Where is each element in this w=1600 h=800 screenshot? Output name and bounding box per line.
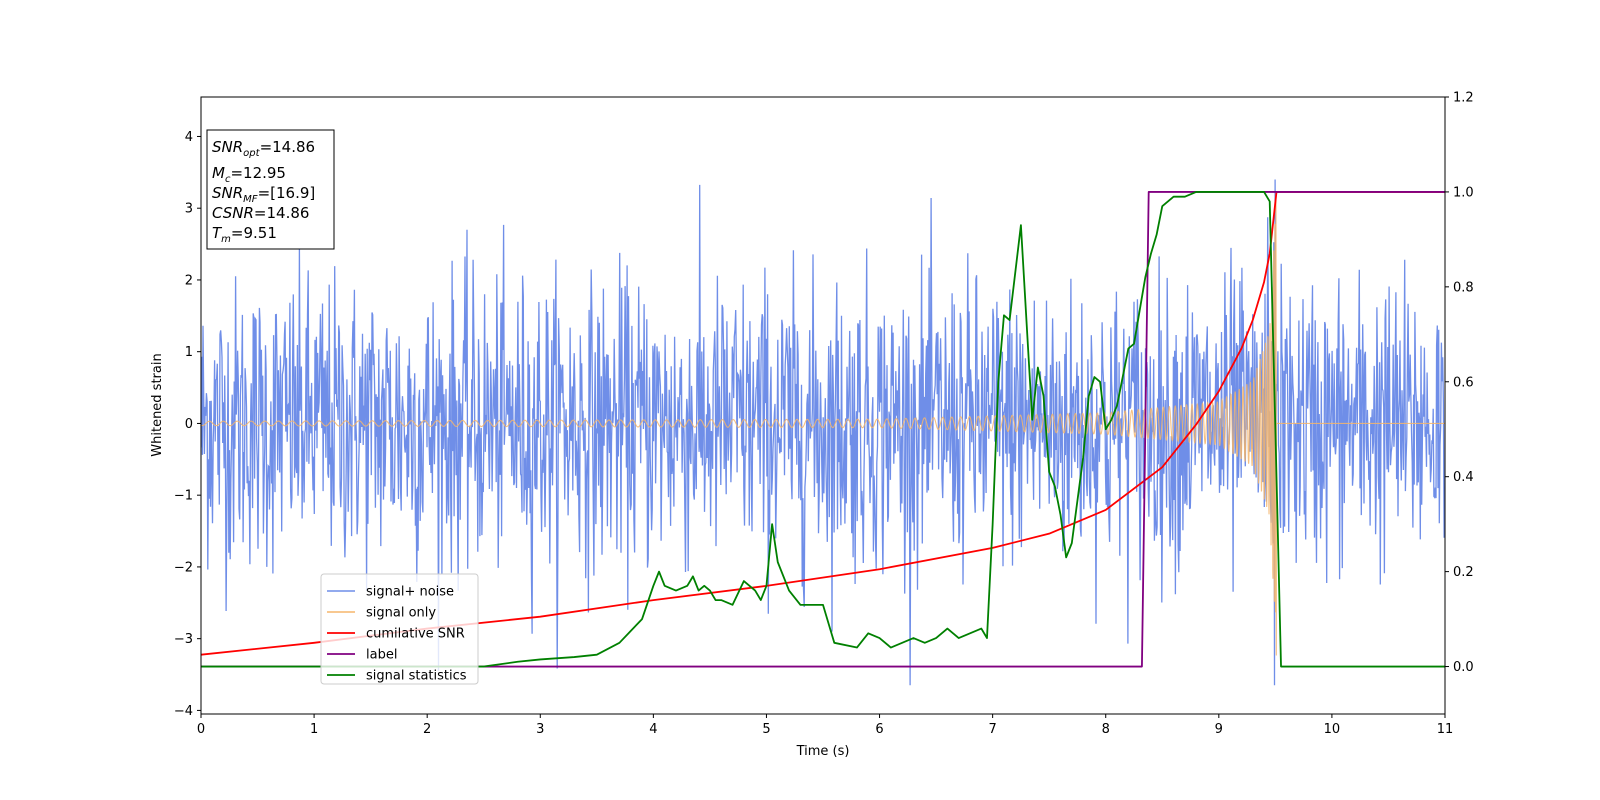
x-tick-label: 7 <box>988 722 996 737</box>
x-tick-label: 5 <box>762 722 770 737</box>
plot-frame <box>200 96 1446 715</box>
right-y-tick-label: 0.8 <box>1453 280 1474 295</box>
cumulative-snr-line <box>201 191 1445 656</box>
signal-statistics-series <box>201 191 1445 668</box>
x-tick-label: 9 <box>1215 722 1223 737</box>
annotation-line-tm: Tm=9.51 <box>212 224 277 245</box>
annotation-line-snr-opt: SNRopt=14.86 <box>212 138 315 159</box>
x-tick-label: 0 <box>197 722 205 737</box>
y-axis-label: Whitened strain <box>150 353 165 456</box>
x-tick-label: 1 <box>310 722 318 737</box>
annotation-line-csnr: CSNR=14.86 <box>212 204 309 222</box>
annotation-line-snr-mf: SNRMF=[16.9] <box>212 184 315 205</box>
x-tick-label: 11 <box>1437 722 1454 737</box>
cumulative-snr-series <box>201 191 1445 656</box>
right-y-tick-label: 0.4 <box>1453 470 1474 485</box>
right-y-tick-label: 0.0 <box>1453 660 1474 675</box>
plot-area <box>201 179 1445 686</box>
left-y-tick-label: −3 <box>174 632 193 647</box>
left-y-axis: −4 −3 −2 −1 0 1 2 3 4 <box>174 130 201 719</box>
x-tick-label: 10 <box>1324 722 1341 737</box>
left-y-tick-label: 4 <box>185 130 193 145</box>
legend-entry-signal-only: signal only <box>327 606 436 621</box>
signal-statistics-line <box>201 191 1445 668</box>
legend-entry-label: label <box>327 648 397 663</box>
left-y-tick-label: 0 <box>185 417 193 432</box>
x-axis-label: Time (s) <box>796 744 850 759</box>
legend-label: signal only <box>366 606 436 621</box>
right-y-tick-label: 0.6 <box>1453 375 1474 390</box>
signal-only-series <box>201 200 1445 656</box>
left-y-tick-label: 2 <box>185 273 193 288</box>
signal-only-line <box>201 200 1445 656</box>
legend: signal+ noise signal only cumilative SNR la… <box>320 573 479 685</box>
left-y-tick-label: 3 <box>185 202 193 217</box>
legend-entry-cumulative-snr: cumilative SNR <box>327 627 465 642</box>
annotation-line-mc: Mc=12.95 <box>212 164 286 185</box>
legend-frame <box>320 573 479 685</box>
left-y-tick-label: −4 <box>174 704 193 719</box>
right-y-tick-label: 1.2 <box>1453 91 1474 106</box>
right-y-tick-label: 0.2 <box>1453 565 1474 580</box>
legend-label: cumilative SNR <box>366 627 465 642</box>
legend-entry-signal-statistics: signal statistics <box>327 669 467 684</box>
annotation-frame <box>206 129 335 250</box>
right-y-axis: 0.0 0.2 0.4 0.6 0.8 1.0 1.2 <box>1445 91 1474 675</box>
x-tick-label: 3 <box>536 722 544 737</box>
x-tick-label: 2 <box>423 722 431 737</box>
x-axis: 0 1 2 3 4 5 6 7 8 9 10 11 <box>197 714 1453 737</box>
left-y-tick-label: −2 <box>174 560 193 575</box>
annotation-box: SNRopt=14.86 Mc=12.95 SNRMF=[16.9] CSNR=… <box>206 129 335 250</box>
legend-label: signal+ noise <box>366 585 454 600</box>
left-y-tick-label: 1 <box>185 345 193 360</box>
left-y-tick-label: −1 <box>174 489 193 504</box>
legend-entry-signal-noise: signal+ noise <box>327 585 454 600</box>
signal-noise-series <box>201 179 1445 686</box>
legend-label: label <box>366 648 397 663</box>
legend-label: signal statistics <box>366 669 467 684</box>
signal-noise-line <box>201 179 1445 686</box>
x-tick-label: 8 <box>1102 722 1110 737</box>
x-tick-label: 4 <box>649 722 657 737</box>
right-y-tick-label: 1.0 <box>1453 185 1474 200</box>
x-tick-label: 6 <box>875 722 883 737</box>
